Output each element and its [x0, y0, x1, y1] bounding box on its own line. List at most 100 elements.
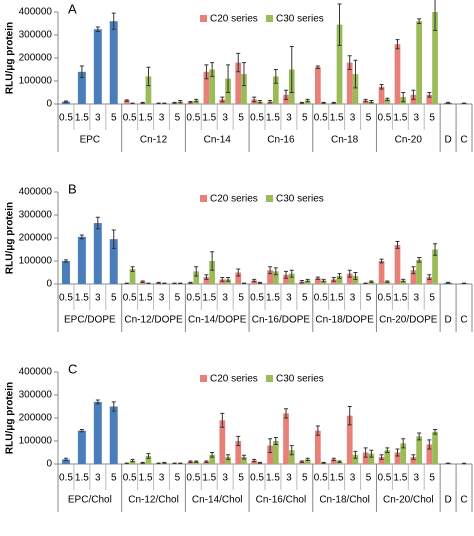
- x-tick-label: 3: [350, 293, 356, 304]
- error-bar: [220, 96, 225, 103]
- bar: [368, 453, 375, 464]
- bar: [235, 62, 242, 104]
- x-tick-label: 0.5: [250, 293, 264, 304]
- y-tick-label: 200000: [19, 413, 53, 424]
- x-tick-label: 5: [302, 473, 308, 484]
- x-tick-label: 1.5: [202, 293, 216, 304]
- group-label: Cn-20/Chol: [383, 495, 434, 506]
- bar: [109, 21, 118, 105]
- legend-swatch: [200, 15, 207, 22]
- bar: [93, 401, 102, 464]
- error-bar: [315, 65, 320, 69]
- x-tick-label: 0.5: [314, 473, 328, 484]
- bar: [209, 454, 216, 464]
- y-tick-label: 400000: [19, 367, 53, 378]
- x-tick-label: 0.5: [314, 113, 328, 124]
- x-tick-label: 5: [238, 473, 244, 484]
- group-label: D: [444, 495, 451, 506]
- bar: [272, 441, 279, 464]
- error-bar: [194, 266, 199, 277]
- error-bar: [284, 89, 289, 100]
- bar: [432, 431, 438, 464]
- bar: [416, 436, 423, 464]
- error-bar: [210, 62, 215, 77]
- x-tick-label: 1.5: [393, 473, 407, 484]
- error-bar: [433, 429, 438, 435]
- legend-label: C30 series: [276, 374, 324, 385]
- error-bar: [257, 281, 262, 284]
- error-bar: [140, 101, 145, 104]
- bar: [61, 459, 70, 464]
- x-tick-label: 5: [111, 473, 117, 484]
- error-bar: [353, 59, 358, 89]
- error-bar: [321, 101, 326, 104]
- bar: [109, 406, 118, 464]
- error-bar: [446, 101, 451, 104]
- bar: [77, 430, 86, 464]
- x-tick-label: 5: [302, 113, 308, 124]
- x-tick-label: 0.5: [250, 113, 264, 124]
- x-tick-label: 5: [238, 113, 244, 124]
- bar: [432, 12, 438, 104]
- group-label: Cn-12/Chol: [128, 495, 179, 506]
- error-bar: [446, 281, 451, 284]
- bar: [93, 223, 102, 284]
- bar: [288, 450, 295, 464]
- error-bar: [385, 280, 390, 283]
- x-tick-label: 3: [350, 113, 356, 124]
- error-bar: [299, 101, 304, 104]
- error-bar: [315, 276, 320, 280]
- group-label: Cn-18: [331, 135, 359, 146]
- x-tick-label: 0.5: [250, 473, 264, 484]
- error-bar: [63, 457, 68, 462]
- error-bar: [79, 234, 84, 240]
- bar: [378, 261, 385, 284]
- group-label: Cn-18/DOPE: [315, 315, 374, 326]
- x-tick-label: 5: [175, 293, 181, 304]
- bar: [267, 270, 273, 284]
- x-tick-label: 1.5: [393, 113, 407, 124]
- error-bar: [146, 66, 151, 87]
- bar: [288, 273, 295, 284]
- x-tick-label: 5: [429, 473, 435, 484]
- x-tick-label: 3: [159, 473, 165, 484]
- error-bar: [252, 278, 257, 283]
- bar: [314, 430, 321, 464]
- bar: [77, 236, 86, 284]
- x-tick-label: 0.5: [314, 293, 328, 304]
- x-tick-label: 3: [222, 113, 228, 124]
- error-bar: [63, 259, 68, 263]
- bar: [272, 76, 279, 104]
- error-bar: [124, 99, 129, 102]
- y-tick-label: 200000: [19, 53, 53, 64]
- error-bar: [273, 267, 278, 276]
- error-bar: [236, 268, 241, 277]
- error-bar: [401, 92, 406, 103]
- legend-label: C20 series: [210, 14, 258, 25]
- bar: [304, 459, 311, 464]
- x-tick-label: 1.5: [75, 113, 89, 124]
- error-bar: [331, 277, 336, 282]
- error-bar: [210, 251, 215, 271]
- x-tick-label: 0.5: [123, 113, 137, 124]
- bar: [93, 29, 102, 104]
- x-tick-label: 3: [286, 113, 292, 124]
- group-label: Cn-20: [395, 135, 423, 146]
- group-label: C: [460, 135, 467, 146]
- error-bar: [172, 101, 177, 104]
- bar: [209, 69, 216, 104]
- group-label: EPC/DOPE: [64, 315, 116, 326]
- bar: [145, 76, 152, 104]
- error-bar: [241, 62, 246, 87]
- y-tick-label: 300000: [19, 390, 53, 401]
- error-bar: [220, 412, 225, 428]
- error-bar: [188, 281, 193, 284]
- bar: [352, 454, 359, 464]
- x-tick-label: 5: [429, 293, 435, 304]
- x-tick-label: 1.5: [330, 473, 344, 484]
- error-bar: [236, 52, 241, 73]
- bar: [61, 261, 70, 284]
- error-bar: [273, 69, 278, 84]
- error-bar: [337, 273, 342, 279]
- error-bar: [241, 454, 246, 460]
